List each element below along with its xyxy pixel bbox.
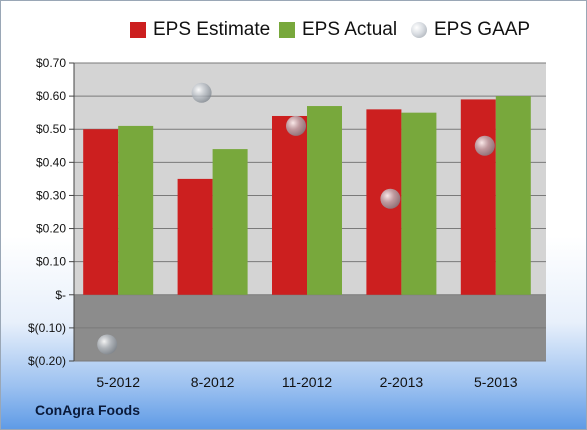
company-name: ConAgra Foods xyxy=(35,402,140,418)
point-eps-gaap xyxy=(474,135,495,156)
legend-label: EPS GAAP xyxy=(434,19,531,40)
legend-item-eps-gaap: EPS GAAP xyxy=(411,15,530,45)
legend-item-eps-estimate: EPS Estimate xyxy=(130,15,270,45)
y-tick-label: $0.50 xyxy=(36,122,66,136)
bar-eps-estimate xyxy=(177,178,213,295)
bar-eps-estimate xyxy=(460,99,496,295)
legend-swatch xyxy=(130,22,146,38)
legend-swatch xyxy=(411,22,427,38)
point-eps-gaap xyxy=(286,115,306,136)
x-category-label: 5-2013 xyxy=(474,374,518,390)
point-eps-gaap xyxy=(191,82,212,103)
point-eps-gaap xyxy=(97,334,118,355)
bar-eps-actual xyxy=(401,112,437,295)
legend-item-eps-actual: EPS Actual xyxy=(279,15,397,45)
y-tick-label: $(0.20) xyxy=(28,354,66,368)
legend-swatch xyxy=(279,22,295,38)
point-eps-gaap xyxy=(380,188,401,209)
y-tick-label: $- xyxy=(55,288,66,302)
bar-eps-estimate xyxy=(272,115,307,295)
y-tick-label: $0.40 xyxy=(36,155,66,169)
bar-eps-actual xyxy=(212,149,248,295)
bar-eps-estimate xyxy=(83,129,119,295)
bar-eps-actual xyxy=(118,125,154,295)
x-category-label: 8-2012 xyxy=(191,374,235,390)
y-tick-label: $0.30 xyxy=(36,188,66,202)
y-tick-label: $0.10 xyxy=(36,255,66,269)
y-tick-label: $0.70 xyxy=(36,56,66,70)
bar-eps-actual xyxy=(495,96,531,295)
legend: EPS Estimate EPS Actual EPS GAAP xyxy=(1,15,586,45)
x-category-label: 11-2012 xyxy=(282,374,333,390)
x-category-label: 5-2012 xyxy=(96,374,140,390)
bar-eps-actual xyxy=(307,106,342,295)
legend-label: EPS Estimate xyxy=(153,19,271,40)
y-tick-label: $0.60 xyxy=(36,89,66,103)
y-tick-label: $(0.10) xyxy=(28,321,66,335)
y-tick-label: $0.20 xyxy=(36,222,66,236)
x-category-label: 2-2013 xyxy=(380,374,424,390)
legend-label: EPS Actual xyxy=(302,19,398,40)
